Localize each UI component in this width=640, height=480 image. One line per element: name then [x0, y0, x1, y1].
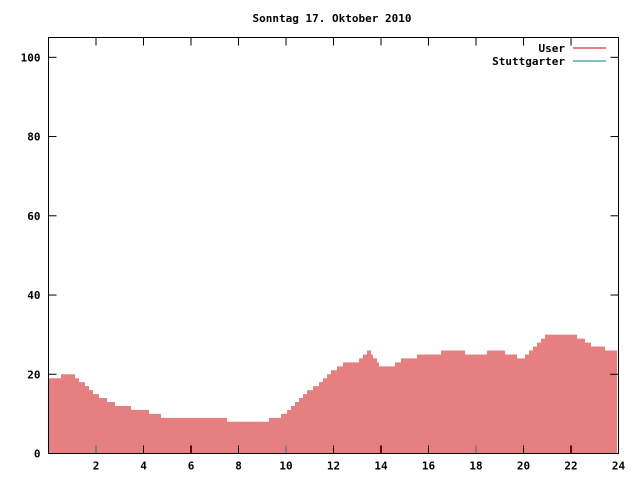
bars-group [49, 334, 617, 454]
x-tick-label: 10 [279, 460, 292, 473]
y-tick-label: 40 [27, 289, 40, 302]
x-tick-label: 2 [93, 460, 100, 473]
x-tick-label: 24 [612, 460, 626, 473]
legend-label: Stuttgarter [492, 55, 565, 68]
x-tick-label: 20 [517, 460, 530, 473]
legend-label: User [539, 42, 566, 55]
x-tick-label: 8 [235, 460, 242, 473]
x-tick-label: 22 [564, 460, 577, 473]
y-tick-label: 60 [27, 210, 40, 223]
x-tick-label: 14 [374, 460, 388, 473]
x-tick-label: 18 [469, 460, 482, 473]
y-tick-label: 0 [34, 448, 41, 461]
x-tick-label: 16 [422, 460, 436, 473]
plot-frame [48, 37, 619, 454]
x-tick-label: 6 [188, 460, 195, 473]
y-tick-label: 20 [27, 368, 40, 381]
y-tick-label: 80 [27, 131, 40, 144]
x-tick-label: 12 [327, 460, 340, 473]
y-tick-label: 100 [21, 51, 41, 64]
x-tick-label: 4 [140, 460, 147, 473]
chart-title: Sonntag 17. Oktober 2010 [253, 12, 412, 25]
